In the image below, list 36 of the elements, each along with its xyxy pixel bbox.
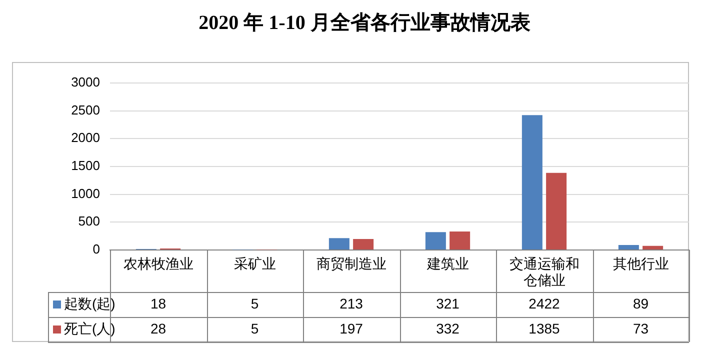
y-tick-label: 3000 [71, 74, 100, 90]
x-tick-label: 建筑业 [426, 255, 469, 272]
bar [328, 238, 350, 250]
bar [546, 172, 567, 250]
data-label: 321 [436, 295, 460, 312]
y-tick-label: 0 [92, 242, 100, 257]
x-tick-label: 农林牧渔业 [123, 255, 194, 272]
data-label: 213 [340, 295, 364, 312]
legend-label: 起数(起) [64, 295, 116, 312]
data-label: 5 [250, 320, 259, 336]
bar [353, 239, 374, 250]
bar [450, 232, 470, 250]
legend-label: 死亡(人) [64, 320, 116, 336]
data-label: 28 [150, 320, 166, 336]
bar [425, 232, 446, 250]
y-tick-label: 2500 [71, 102, 100, 118]
bar [522, 115, 542, 250]
data-label: 2422 [528, 295, 560, 312]
data-label: 89 [632, 295, 649, 312]
y-tick-label: 1500 [71, 158, 100, 174]
bar [618, 245, 639, 250]
data-label: 18 [150, 295, 166, 312]
y-tick-label: 2000 [71, 130, 100, 146]
chart-title: 2020 年 1-10 月全省各行业事故情况表 [198, 12, 530, 34]
data-label: 5 [250, 295, 259, 312]
data-label: 1385 [528, 320, 560, 336]
data-label: 332 [436, 320, 460, 336]
y-tick-label: 1000 [71, 186, 100, 201]
x-tick-label: 采矿业 [234, 255, 276, 272]
x-tick-label: 商贸制造业 [316, 255, 386, 272]
y-tick-label: 500 [78, 214, 100, 229]
x-tick-label: 其他行业 [612, 255, 669, 272]
data-label: 197 [340, 320, 364, 336]
data-label: 73 [632, 320, 649, 336]
bar [642, 246, 664, 250]
x-tick-label: 交通运输和仓储业 [509, 255, 580, 288]
